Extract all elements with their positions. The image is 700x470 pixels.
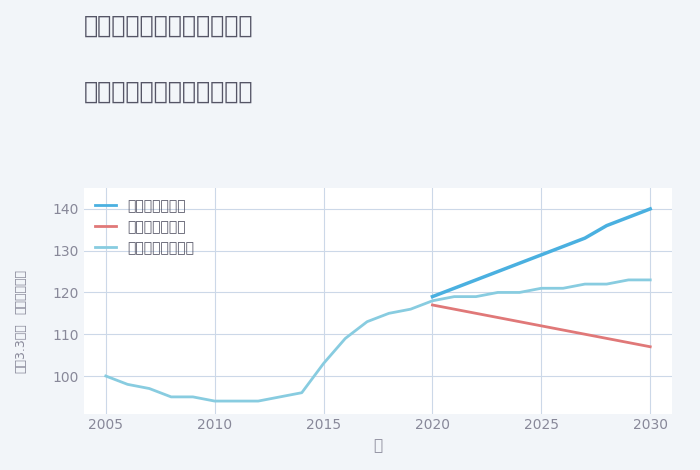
Text: 中古マンションの価格推移: 中古マンションの価格推移 — [84, 80, 253, 104]
Text: 坪（3.3㎡）: 坪（3.3㎡） — [15, 323, 27, 373]
Text: 単価（万円）: 単価（万円） — [15, 269, 27, 314]
Text: 埼玉県秩父郡皆野町大渕の: 埼玉県秩父郡皆野町大渕の — [84, 14, 253, 38]
Legend: グッドシナリオ, バッドシナリオ, ノーマルシナリオ: グッドシナリオ, バッドシナリオ, ノーマルシナリオ — [91, 195, 198, 259]
X-axis label: 年: 年 — [373, 438, 383, 453]
